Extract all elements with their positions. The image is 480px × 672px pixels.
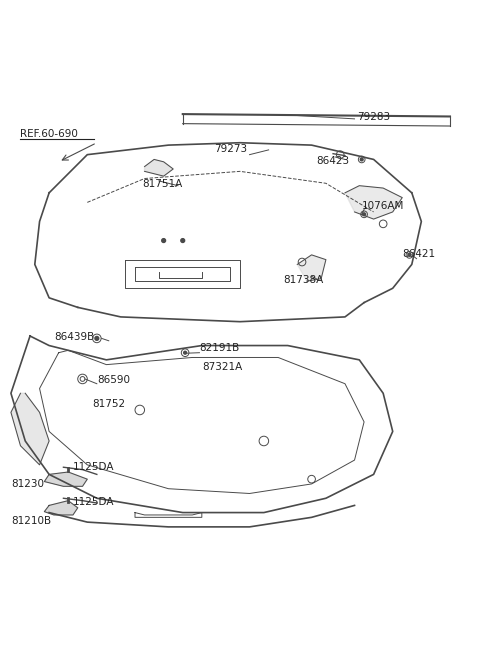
Polygon shape [297, 255, 326, 281]
Text: 81752: 81752 [92, 398, 125, 409]
Circle shape [162, 239, 166, 243]
Text: 79283: 79283 [357, 112, 390, 122]
Text: 86423: 86423 [316, 156, 349, 166]
Circle shape [95, 337, 99, 340]
Text: 81751A: 81751A [142, 179, 182, 189]
Polygon shape [144, 159, 173, 176]
Circle shape [181, 239, 185, 243]
Text: 79273: 79273 [214, 144, 247, 154]
Polygon shape [11, 393, 49, 465]
Text: 82191B: 82191B [199, 343, 240, 353]
Text: 1076AM: 1076AM [362, 201, 404, 211]
Text: 1125DA: 1125DA [73, 462, 114, 472]
Circle shape [363, 213, 365, 216]
Circle shape [408, 253, 411, 256]
Text: 87321A: 87321A [202, 362, 242, 372]
Text: 86439B: 86439B [54, 332, 94, 342]
Text: 81230: 81230 [11, 479, 44, 489]
Polygon shape [345, 185, 402, 219]
Text: 1125DA: 1125DA [73, 497, 114, 507]
Circle shape [360, 158, 363, 161]
Polygon shape [44, 501, 78, 515]
Polygon shape [44, 472, 87, 487]
Text: 81210B: 81210B [11, 516, 51, 526]
Text: 86590: 86590 [97, 375, 130, 385]
Text: 86421: 86421 [402, 249, 435, 259]
Text: 81738A: 81738A [283, 275, 323, 285]
Text: REF.60-690: REF.60-690 [21, 128, 78, 138]
Circle shape [184, 351, 187, 354]
